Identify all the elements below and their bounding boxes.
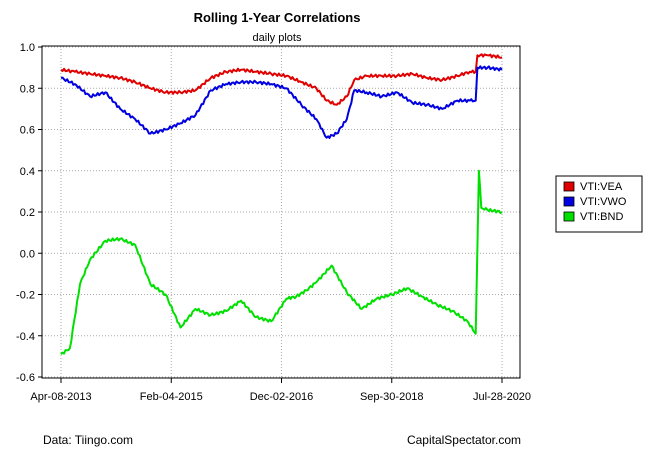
x-axis: Apr-08-2013 Feb-04-2015 Dec-02-2016 Sep-30-… (30, 378, 531, 403)
legend-label: VTI:VEA (580, 181, 623, 193)
x-tick-label: Dec-02-2016 (250, 391, 314, 403)
series-line-vti-bnd (60, 169, 503, 355)
source-note: Data: Tiingo.com (43, 433, 133, 447)
series-line-vti-vea (60, 53, 503, 106)
legend-swatch (563, 196, 575, 207)
y-tick-label: 0.8 (20, 83, 35, 95)
y-tick-label: -0.4 (16, 331, 35, 343)
legend: VTI:VEA VTI:VWO VTI:BND (555, 175, 643, 233)
legend-label: VTI:VWO (580, 196, 627, 208)
y-tick-label: 0.6 (20, 125, 35, 137)
legend-swatch (563, 181, 575, 192)
grid (42, 46, 520, 378)
legend-label: VTI:BND (580, 211, 623, 223)
y-tick-label: -0.6 (16, 372, 35, 384)
y-tick-label: -0.2 (16, 290, 35, 302)
series-lines (60, 53, 503, 355)
x-tick-label: Apr-08-2013 (30, 391, 91, 403)
legend-swatch (563, 211, 575, 222)
x-tick-label: Feb-04-2015 (140, 391, 203, 403)
x-tick-label: Sep-30-2018 (360, 391, 424, 403)
x-tick-label: Jul-28-2020 (473, 391, 531, 403)
y-tick-label: 0.4 (20, 166, 35, 178)
y-tick-label: 0.2 (20, 207, 35, 219)
y-tick-label: 0.0 (20, 248, 35, 260)
series-line-vti-vwo (60, 65, 503, 139)
y-tick-label: 1.0 (20, 42, 35, 54)
y-axis: 1.0 0.8 0.6 0.4 0.2 0.0 -0.2 -0.4 -0.6 (16, 42, 42, 384)
chart-title: Rolling 1-Year Correlations (194, 10, 361, 25)
credit-note: CapitalSpectator.com (407, 433, 521, 447)
chart-subtitle: daily plots (253, 32, 302, 44)
